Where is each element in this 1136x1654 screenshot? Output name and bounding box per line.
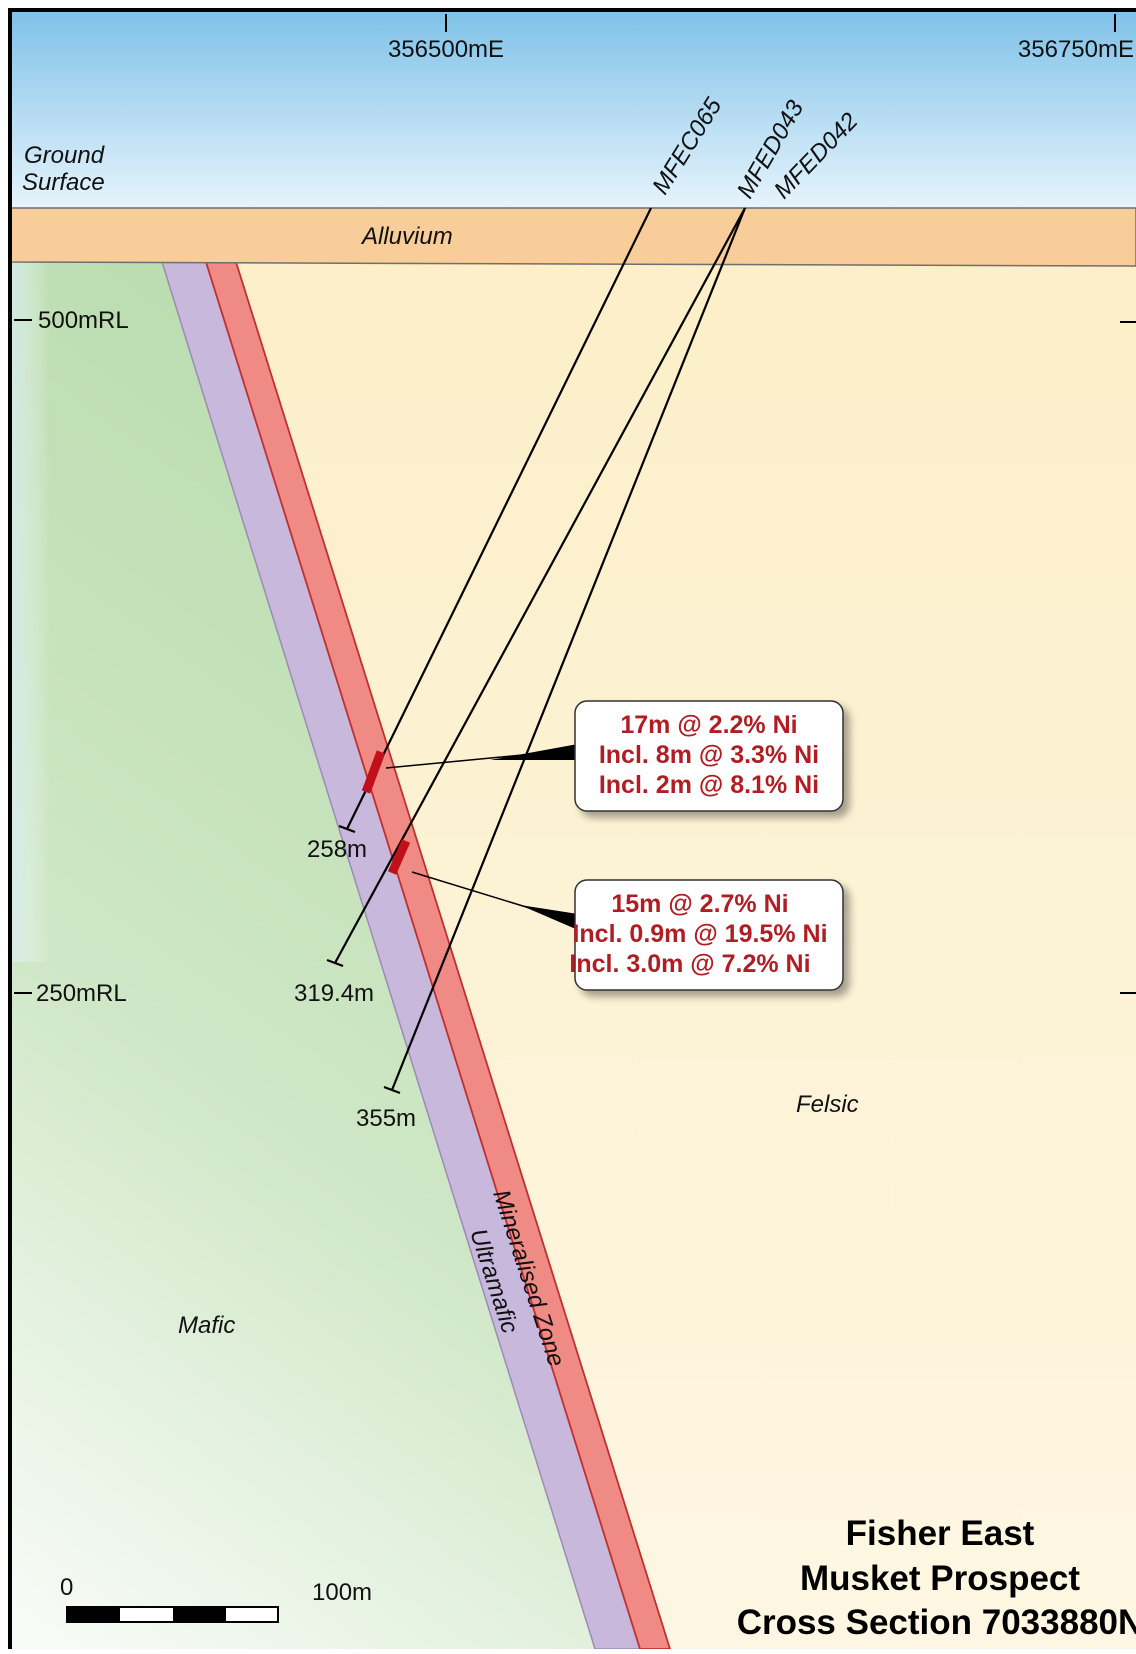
end-of-hole-tick — [383, 1085, 401, 1095]
callout-wedge — [490, 744, 578, 760]
alluvium-label: Alluvium — [360, 223, 453, 250]
rl-label: 500mRL — [38, 307, 129, 334]
frame-border — [8, 8, 1136, 1654]
alluvium-band — [9, 207, 1136, 267]
drillhole-depth-label: 355m — [356, 1105, 416, 1132]
end-of-hole-tick — [338, 824, 356, 834]
intercept-text: Incl. 0.9m @ 19.5% Ni — [572, 920, 827, 948]
left-edge-fade — [10, 262, 50, 962]
ground-surface-label: Surface — [22, 169, 105, 196]
end-of-hole-tick — [326, 958, 344, 968]
intercept-callout-1 — [574, 700, 844, 812]
ground-surface-label: Ground — [24, 142, 105, 169]
mafic-label: Mafic — [178, 1312, 235, 1339]
drillhole-trace — [390, 207, 747, 1091]
drillhole-depth-label: 258m — [307, 836, 367, 863]
intercept-callout-2 — [574, 879, 844, 991]
intercept-text: 15m @ 2.7% Ni — [611, 890, 788, 918]
scale-bar-start-label: 0 — [60, 1574, 73, 1601]
intercept-marker — [361, 750, 386, 794]
intercept-text: 17m @ 2.2% Ni — [620, 711, 797, 739]
sky-band — [10, 10, 1136, 208]
title-line: Fisher East — [846, 1514, 1035, 1553]
drillhole-trace — [346, 207, 652, 830]
intercept-text: Incl. 3.0m @ 7.2% Ni — [569, 950, 810, 978]
drillhole-depth-label: 319.4m — [294, 980, 374, 1007]
intercept-text: Incl. 2m @ 8.1% Ni — [599, 771, 819, 799]
intercept-marker — [387, 839, 411, 875]
title-line: Musket Prospect — [800, 1559, 1080, 1598]
intercept-text: Incl. 8m @ 3.3% Ni — [599, 741, 819, 769]
easting-label: 356500mE — [388, 36, 504, 63]
callout-wedge — [520, 905, 578, 930]
rl-label: 250mRL — [36, 980, 127, 1007]
drillhole-trace — [334, 207, 746, 964]
scale-bar — [66, 1606, 279, 1623]
mafic-unit — [10, 262, 595, 1649]
easting-label: 356750mE — [1018, 36, 1134, 63]
title-line: Cross Section 7033880N — [737, 1603, 1136, 1642]
scale-bar-end-label: 100m — [312, 1579, 372, 1606]
felsic-label: Felsic — [796, 1091, 859, 1118]
